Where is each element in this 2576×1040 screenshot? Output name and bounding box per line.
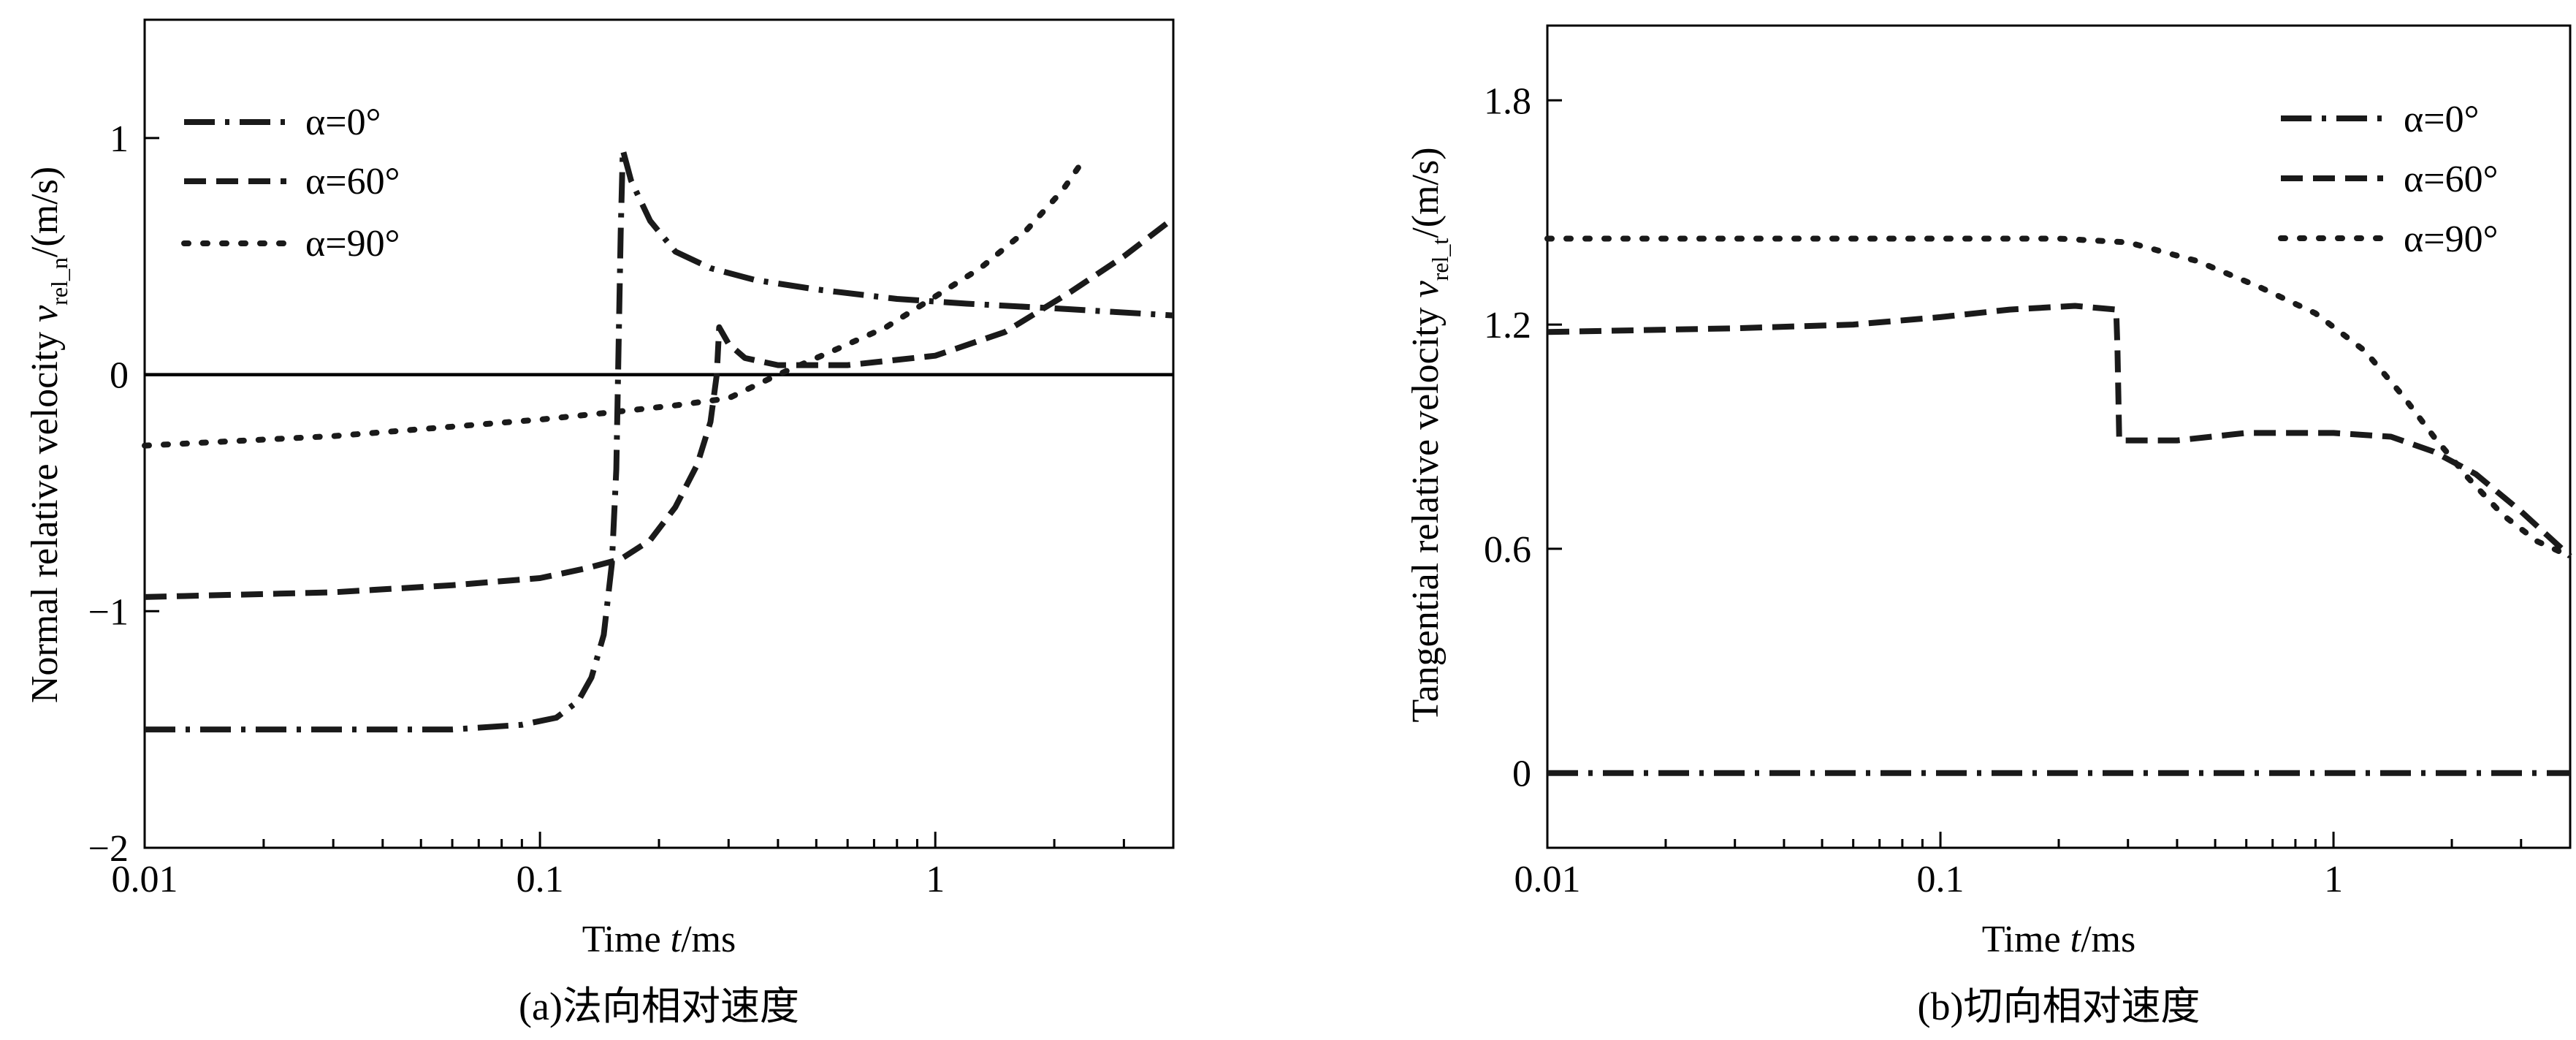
legend-label-a-2: α=90°: [305, 223, 400, 265]
x-tick-label: 0.1: [517, 859, 564, 900]
y-ticks-a: −2 −1 0 1: [88, 118, 159, 870]
y-tick-label: 0: [1512, 754, 1531, 795]
x-ticks-a: 0.01 0.1 1: [112, 832, 1175, 900]
legend-label-b-1: α=60°: [2404, 159, 2498, 200]
y-ticks-b: 0 0.6 1.2 1.8: [1484, 80, 1562, 795]
plot-frame-a: [143, 18, 1175, 849]
y-tick-label: −2: [88, 828, 129, 870]
series-b: [1544, 235, 2573, 776]
y-tick-label: 1.8: [1484, 80, 1531, 122]
plot-frame-b: [1546, 24, 2572, 849]
y-axis-label-b: Tangential relative velocity vrel_t/(m/s…: [1405, 147, 1453, 722]
y-tick-label: 1.2: [1484, 305, 1531, 346]
x-ticks-b: 0.01 0.1 1: [1514, 832, 2572, 900]
y-axis-label-a: Normal relative velocity vrel_n/(m/s): [24, 167, 72, 703]
y-tick-label: 0.6: [1484, 529, 1531, 571]
x-axis-label-a: Time t/ms: [582, 919, 736, 960]
panel-normal-velocity: 0.01 0.1 1 −2 −1 0 1 α=0° α=60° α=90° Time t/…: [24, 18, 1175, 1028]
legend-label-a-1: α=60°: [305, 161, 400, 202]
x-axis-label-b: Time t/ms: [1982, 919, 2136, 960]
legend-label-b-2: α=90°: [2404, 219, 2498, 260]
caption-a: (a)法向相对速度: [519, 984, 799, 1028]
x-tick-label: 1: [2324, 859, 2343, 900]
legend-label-b-0: α=0°: [2404, 99, 2479, 140]
x-tick-label: 0.01: [1514, 859, 1581, 900]
x-tick-label: 0.01: [112, 859, 178, 900]
panel-tangential-velocity: 0.01 0.1 1 0 0.6 1.2 1.8 α=0° α=60° α=90° Tim…: [1405, 24, 2573, 1028]
series-line-b-1: [1547, 303, 2572, 559]
series-line-a-1: [144, 216, 1175, 600]
legend-a: α=0° α=60° α=90°: [181, 102, 400, 265]
x-tick-label: 1: [926, 859, 945, 900]
series-line-b-2: [1544, 235, 2573, 560]
series-line-a-2: [142, 153, 1089, 449]
legend-b: α=0° α=60° α=90°: [2278, 99, 2498, 260]
series-line-a-0: [145, 147, 1174, 733]
y-tick-label: 0: [110, 355, 129, 397]
caption-b: (b)切向相对速度: [1918, 984, 2200, 1028]
x-tick-label: 0.1: [1917, 859, 1965, 900]
y-tick-label: −1: [88, 591, 129, 633]
legend-label-a-0: α=0°: [305, 102, 381, 143]
series-a: [142, 147, 1175, 733]
y-tick-label: 1: [110, 118, 129, 160]
